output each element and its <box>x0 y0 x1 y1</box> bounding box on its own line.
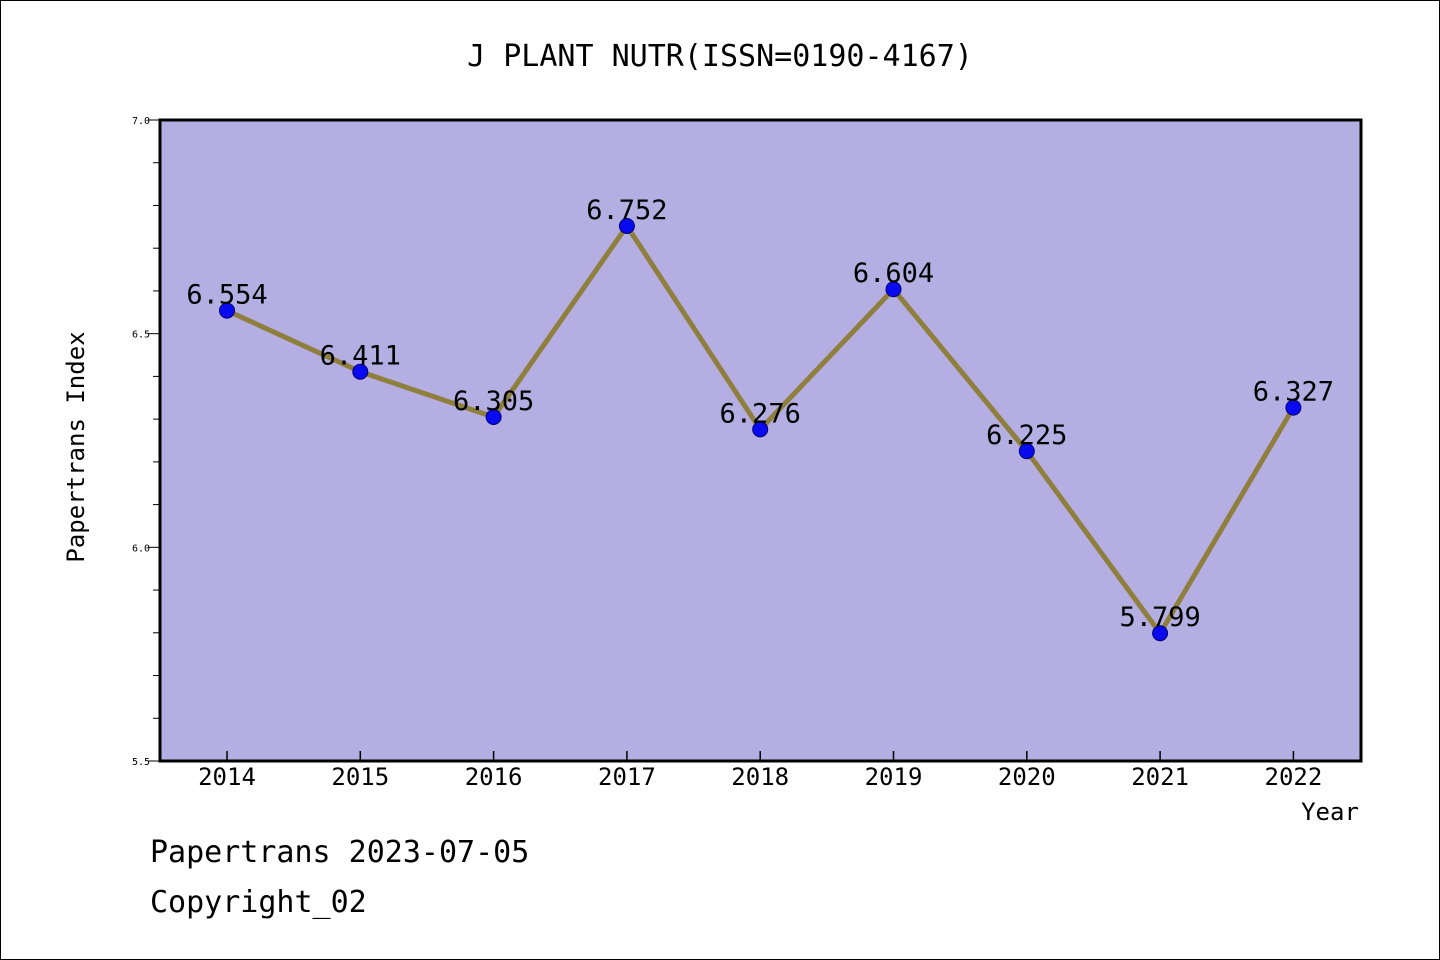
x-tick-label: 2020 <box>998 763 1056 791</box>
data-label: 6.604 <box>853 258 934 289</box>
x-tick-label: 2019 <box>865 763 923 791</box>
data-point <box>219 302 235 319</box>
data-label: 6.554 <box>186 280 267 311</box>
y-axis-label: Papertrans Index <box>62 331 90 562</box>
x-axis: 2014 2015 2016 2017 2018 2019 2020 2021 2022 <box>198 751 1322 791</box>
y-tick-label: 6.0 <box>132 543 150 554</box>
y-tick-label: 6.5 <box>132 330 150 341</box>
y-tick-label: 7.0 <box>132 116 150 127</box>
data-label: 6.411 <box>320 341 401 372</box>
footer-copyright: Copyright_02 <box>150 885 367 920</box>
data-label: 6.276 <box>720 398 801 429</box>
data-point <box>1285 399 1302 416</box>
data-point <box>885 281 902 298</box>
data-label: 6.752 <box>586 195 667 226</box>
chart-title: J PLANT NUTR(ISSN=0190-4167) <box>467 39 973 74</box>
data-labels: 6.554 6.411 6.305 6.752 6.276 6.604 6.225 5.799… <box>186 195 1334 633</box>
data-point <box>485 408 502 425</box>
data-point <box>752 421 769 438</box>
data-label: 6.327 <box>1253 377 1334 408</box>
data-point <box>352 363 369 380</box>
x-tick-label: 2022 <box>1265 763 1323 791</box>
y-tick-label: 5.5 <box>132 757 150 768</box>
data-point <box>1018 443 1035 460</box>
data-label: 6.225 <box>986 420 1067 451</box>
x-tick-label: 2017 <box>598 763 656 791</box>
x-tick-label: 2015 <box>331 763 389 791</box>
x-tick-label: 2018 <box>731 763 789 791</box>
y-axis: 5.5 6.0 6.5 7.0 <box>132 116 160 768</box>
data-point <box>618 217 635 234</box>
data-label: 5.799 <box>1119 602 1200 633</box>
x-axis-label: Year <box>1301 798 1359 826</box>
footer-date: Papertrans 2023-07-05 <box>150 835 530 870</box>
plot-area <box>158 118 1363 763</box>
series-papertrans-index <box>219 217 1302 642</box>
x-tick-label: 2014 <box>198 763 256 791</box>
data-label: 6.305 <box>453 386 534 417</box>
x-tick-label: 2021 <box>1131 763 1189 791</box>
x-tick-label: 2016 <box>465 763 523 791</box>
data-point <box>1152 625 1169 642</box>
